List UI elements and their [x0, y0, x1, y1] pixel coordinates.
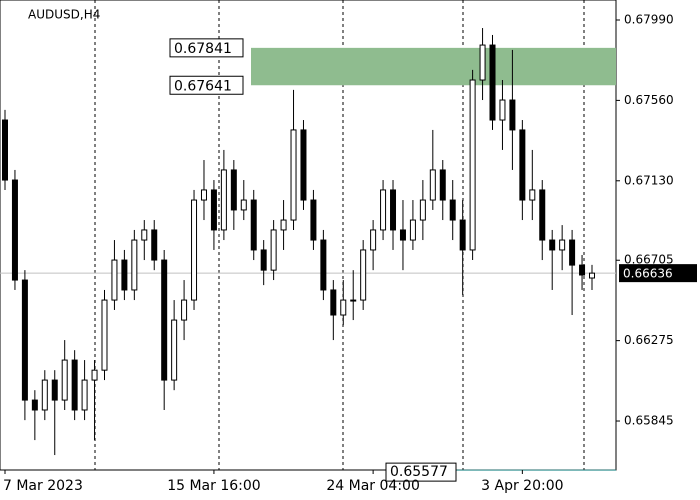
candle-body [250, 199, 257, 251]
candle-body [191, 199, 198, 301]
candle-body [240, 199, 247, 211]
candle-body [310, 199, 317, 241]
candle-body [419, 199, 426, 221]
candle-body [320, 239, 327, 291]
candle-body [280, 219, 287, 231]
candle-body [519, 129, 526, 201]
candle-body [181, 299, 188, 321]
candle-body [51, 379, 58, 401]
candle-body [200, 189, 207, 201]
candle-body [151, 229, 158, 261]
candle-body [61, 359, 68, 401]
chart-title: AUDUSD,H4 [28, 8, 100, 22]
candle-body [350, 299, 357, 302]
zone-label: 0.67841 [174, 41, 232, 57]
candle-body [370, 229, 377, 251]
x-tick-label: 3 Apr 20:00 [481, 478, 563, 494]
x-tick-label: 15 Mar 16:00 [167, 478, 260, 494]
zone-label-box [169, 75, 244, 95]
candle-body [409, 219, 416, 241]
y-tick-label: 0.67990 [624, 13, 674, 27]
y-tick-label: 0.66275 [624, 333, 674, 347]
candle-body [360, 249, 367, 301]
y-tick-label: 0.67130 [624, 173, 674, 187]
x-tick-label: 7 Mar 2023 [3, 478, 83, 494]
candle-body [91, 369, 98, 381]
candle-body [469, 79, 476, 251]
candle-body [121, 259, 128, 291]
candle-body [230, 169, 237, 211]
candle-body [579, 264, 586, 276]
candle-body [529, 189, 536, 201]
candle-body [220, 169, 227, 231]
candle-body [340, 299, 347, 316]
current-price-label: 0.66636 [623, 267, 673, 281]
candle-body [509, 99, 516, 131]
candle-body [479, 44, 486, 81]
candle-body [21, 279, 28, 401]
candle-body [260, 249, 267, 271]
candle-body [41, 379, 48, 411]
candle-body [270, 229, 277, 271]
candle-body [111, 259, 118, 301]
current-price-box [619, 264, 697, 283]
candle-body [429, 169, 436, 201]
candle-body [290, 129, 297, 221]
candle-body [449, 199, 456, 221]
candle-body [489, 44, 496, 121]
candle-body [549, 239, 556, 251]
candle-body [101, 299, 108, 371]
candle-body [390, 189, 397, 231]
zone-label-box [169, 38, 244, 58]
candle-body [81, 379, 88, 411]
price-zone [251, 47, 616, 86]
candle-body [300, 129, 307, 201]
candle-body [161, 259, 168, 381]
candle-body [11, 179, 18, 281]
candle-body [569, 239, 576, 266]
candle-body [459, 219, 466, 251]
candle-body [539, 189, 546, 241]
candle-body [559, 239, 566, 251]
candle-body [399, 229, 406, 241]
candle-body [131, 239, 138, 291]
y-tick-label: 0.65845 [624, 414, 674, 428]
y-tick-label: 0.66705 [624, 253, 674, 267]
candle-body [210, 189, 217, 231]
zone-label: 0.67641 [174, 78, 232, 94]
candle-body [2, 119, 8, 181]
y-tick-label: 0.67560 [624, 93, 674, 107]
candle-body [141, 229, 148, 241]
level-label: 0.65577 [390, 464, 448, 480]
candle-body [439, 169, 446, 201]
candle-body [380, 189, 387, 231]
candle-body [171, 319, 178, 381]
candle-body [71, 359, 78, 411]
candle-body [31, 399, 38, 411]
candle-body [330, 289, 337, 316]
candle-body [589, 272, 595, 279]
level-label-box [385, 462, 457, 482]
x-tick-label: 24 Mar 04:00 [326, 478, 419, 494]
candle-body [499, 99, 506, 121]
